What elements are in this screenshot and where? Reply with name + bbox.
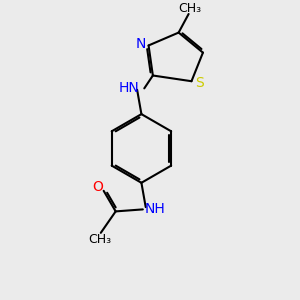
Text: S: S (195, 76, 204, 90)
Text: HN: HN (119, 80, 140, 94)
Text: N: N (135, 37, 146, 51)
Text: CH₃: CH₃ (178, 2, 202, 15)
Text: NH: NH (145, 202, 165, 215)
Text: O: O (92, 180, 103, 194)
Text: CH₃: CH₃ (88, 232, 111, 246)
